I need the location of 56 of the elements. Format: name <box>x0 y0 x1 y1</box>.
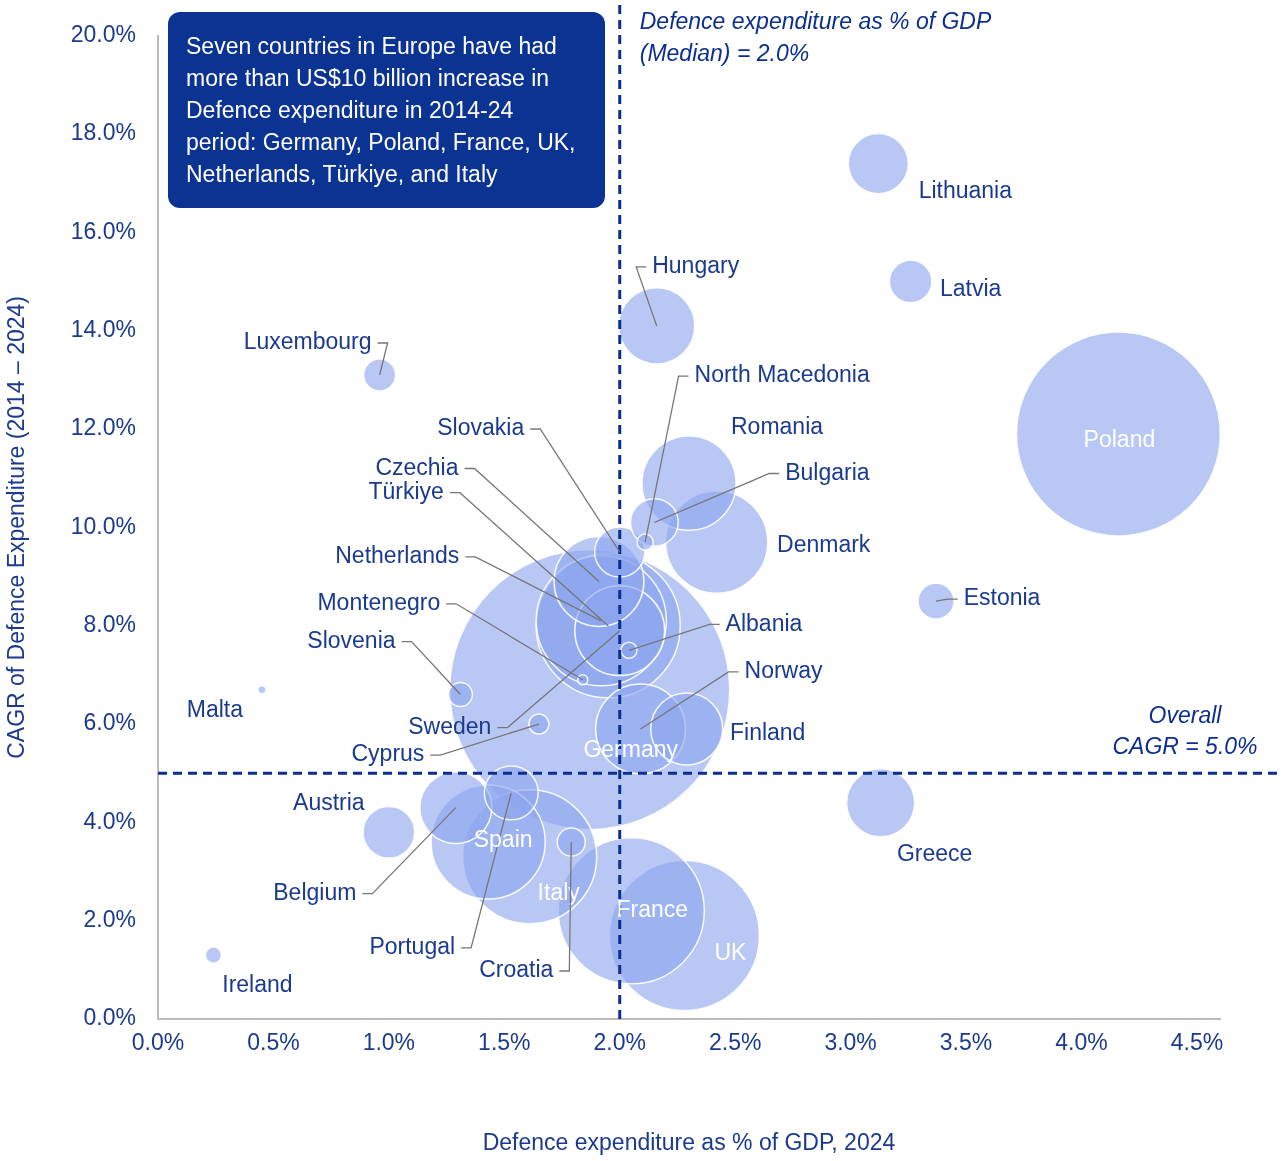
text: Türkiye <box>368 478 444 505</box>
text: North Macedonia <box>694 361 870 388</box>
y-tick-label: 4.0% <box>83 807 136 834</box>
x-tick-label: 0.5% <box>247 1029 300 1056</box>
series-label: Latvia <box>939 274 1002 301</box>
x-tick-label: 4.5% <box>1170 1029 1224 1056</box>
text: Sweden <box>408 712 492 739</box>
text: Netherlands <box>335 542 460 569</box>
text: Belgium <box>273 878 357 905</box>
series-label: Ireland <box>222 971 293 998</box>
y-tick-label: 16.0% <box>70 217 136 244</box>
y-tick-label: 6.0% <box>83 709 136 736</box>
x-tick-label: 1.0% <box>362 1029 416 1056</box>
x-tick-label: 2.5% <box>708 1029 762 1056</box>
series-label: Lithuania <box>918 176 1013 203</box>
text: Czechia <box>375 453 459 480</box>
text: Portugal <box>369 933 456 960</box>
series-label: Finland <box>729 719 806 746</box>
y-tick-label: 0.0% <box>83 1004 136 1031</box>
text: Albania <box>725 609 803 636</box>
y-tick-label: 10.0% <box>70 512 136 539</box>
series-label: Romania <box>730 413 824 440</box>
y-tick-label: 2.0% <box>83 906 136 933</box>
series-label: France <box>616 896 689 923</box>
series-label: Hungary <box>652 252 740 279</box>
text: Montenegro <box>317 589 441 616</box>
annotation: Seven countries in Europe have had more than US$10 billion increase in Defence expenditure in 2014-24 period: Germany, Poland, France, UK, Netherlands, Türkiye, and Italy <box>168 12 605 208</box>
series-label: Austria <box>293 788 365 815</box>
x-tick-label: 1.5% <box>478 1029 531 1056</box>
series-label: Greece <box>896 840 973 867</box>
y-tick-label: 14.0% <box>70 316 136 343</box>
x-tick-label: 2.0% <box>593 1029 646 1056</box>
text: Slovakia <box>437 414 525 441</box>
y-tick-label: 18.0% <box>70 119 136 146</box>
text: Bulgaria <box>785 458 870 485</box>
text: Cyprus <box>351 740 425 767</box>
y-tick-label: 20.0% <box>70 21 136 48</box>
y-tick-label: 12.0% <box>70 414 136 441</box>
text: Norway <box>744 657 823 684</box>
ref-line-label: Defence expenditure as % of GDP (Median) = 2.0% <box>639 8 992 67</box>
ref-line-label: Overall CAGR = 5.0% <box>1112 701 1258 759</box>
series-label: Estonia <box>963 584 1041 611</box>
text: Croatia <box>479 956 554 983</box>
y-tick-label: 8.0% <box>83 611 136 638</box>
text: Slovenia <box>307 626 396 653</box>
series-label: Denmark <box>777 531 871 558</box>
series-label: Poland <box>1083 426 1156 453</box>
x-tick-label: 0.0% <box>131 1029 185 1056</box>
y-axis-title: CAGR of Defence Expenditure (2014 – 2024) <box>3 295 30 759</box>
series-label: Malta <box>186 695 244 722</box>
x-tick-label: 3.5% <box>939 1029 993 1056</box>
series-label: Luxembourg <box>243 328 372 355</box>
x-axis-title: Defence expenditure as % of GDP, 2024 <box>482 1128 896 1155</box>
x-tick-label: 4.0% <box>1055 1029 1108 1056</box>
x-tick-label: 3.0% <box>824 1029 877 1056</box>
series-label: UK <box>714 938 748 965</box>
